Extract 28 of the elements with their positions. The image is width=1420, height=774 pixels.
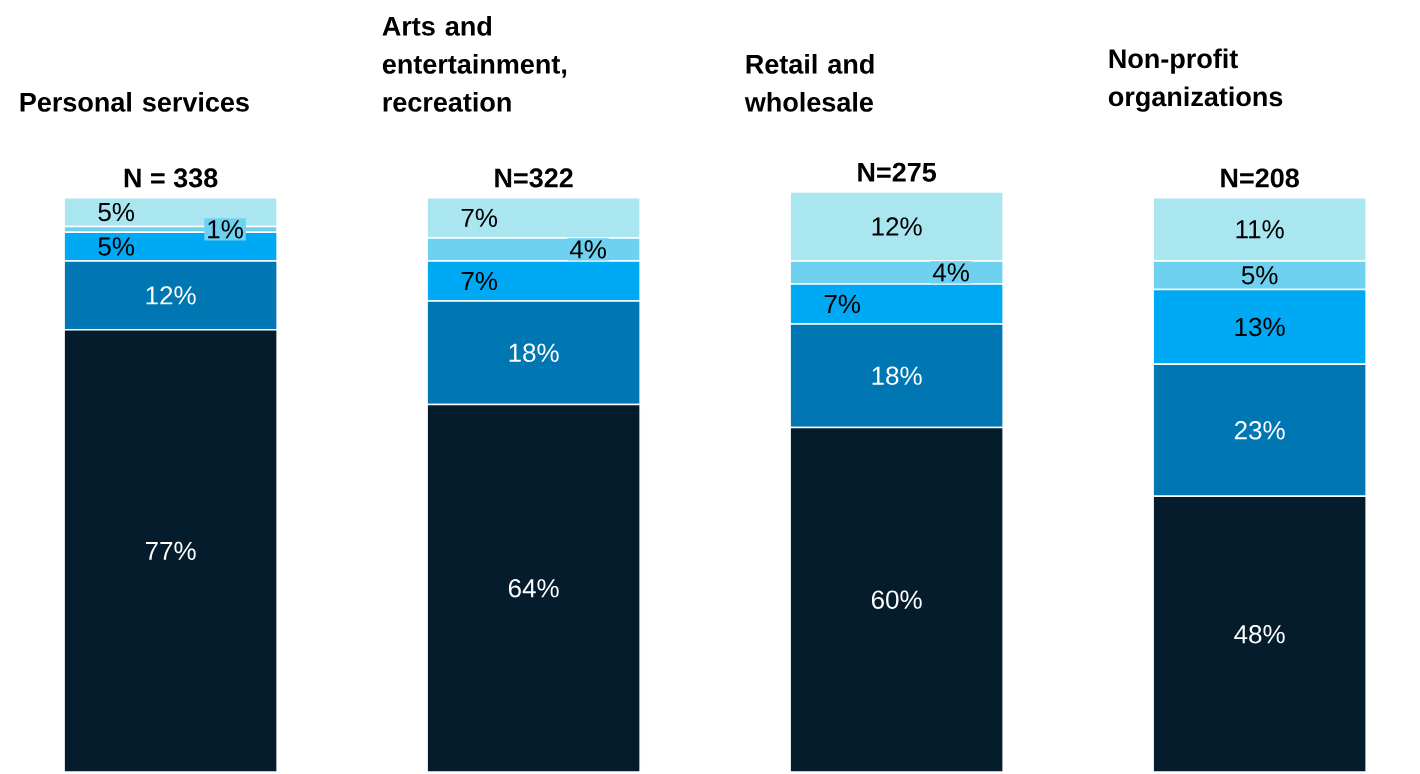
- data-label: 7%: [824, 294, 861, 314]
- data-label: 64%: [508, 579, 559, 598]
- text: N = 338: [124, 168, 218, 188]
- data-label: 1%: [208, 220, 243, 239]
- data-label: 4%: [932, 263, 969, 282]
- data-label: 7%: [461, 208, 498, 227]
- x-tick-label: Arts and entertainment, recreation: [382, 15, 567, 112]
- data-label: 4%: [569, 240, 606, 259]
- data-label: 11%: [1236, 220, 1284, 239]
- data-label: 60%: [871, 590, 922, 609]
- data-label: 5%: [98, 202, 135, 222]
- data-label: 23%: [1234, 421, 1285, 440]
- data-label: 5%: [1241, 266, 1278, 285]
- data-label: 12%: [146, 286, 196, 305]
- data-label: 77%: [145, 541, 196, 561]
- data-label: 48%: [1234, 624, 1285, 644]
- text: N=322: [495, 168, 573, 188]
- data-label: 18%: [509, 343, 559, 362]
- x-tick-label: Non-profit organizations: [1108, 48, 1283, 112]
- data-label: 18%: [872, 366, 922, 385]
- text: N=208: [1221, 168, 1299, 188]
- data-label: 12%: [872, 217, 922, 236]
- text: N=275: [858, 162, 937, 182]
- data-label: 13%: [1235, 317, 1285, 337]
- x-tick-label: Personal services: [20, 91, 249, 112]
- data-label: 7%: [461, 271, 498, 291]
- x-tick-label: Retail and wholesale: [744, 53, 874, 112]
- data-label: 5%: [98, 237, 135, 256]
